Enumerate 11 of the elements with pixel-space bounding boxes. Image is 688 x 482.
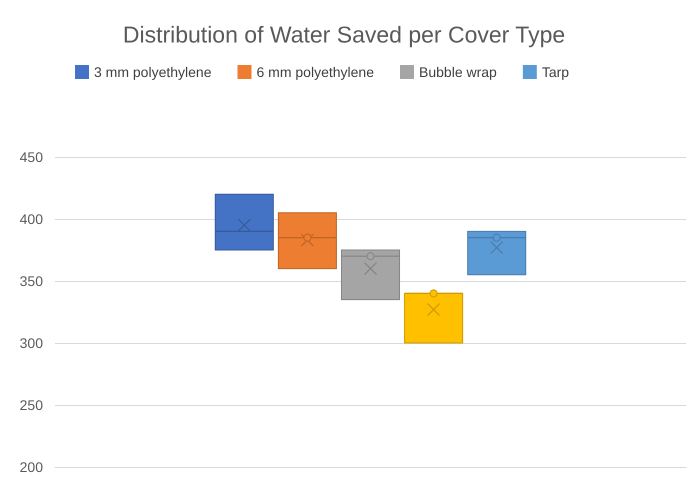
y-tick-label: 200 [20,459,44,475]
legend-label: 6 mm polyethylene [256,64,374,80]
chart-title: Distribution of Water Saved per Cover Type [122,22,566,48]
legend-label: 3 mm polyethylene [94,64,212,80]
y-tick-label: 400 [20,211,44,227]
y-tick-label: 250 [20,397,44,413]
y-tick-label: 450 [20,149,44,165]
legend-label: Tarp [542,64,570,80]
y-tick-label: 350 [20,273,44,289]
legend-label: Bubble wrap [419,64,498,80]
y-tick-label: 300 [20,335,44,351]
